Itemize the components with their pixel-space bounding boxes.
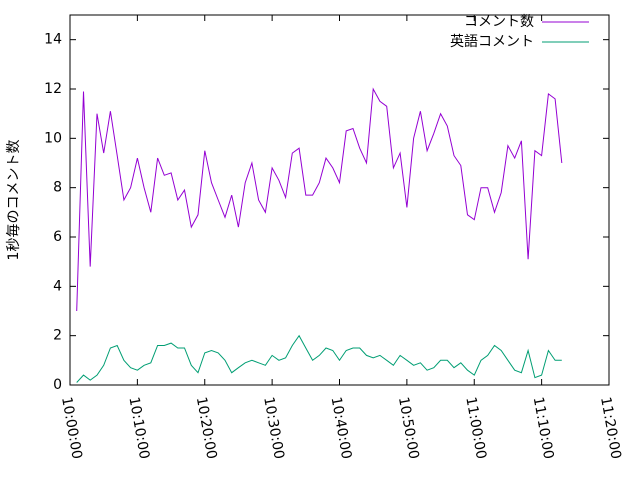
plot-frame	[69, 14, 610, 386]
x-tick-label: 11:10:00	[530, 396, 557, 461]
y-tick-label: 6	[53, 229, 62, 245]
y-tick-label: 8	[53, 180, 62, 196]
y-tick-label: 12	[44, 81, 62, 97]
x-tick-label: 10:10:00	[125, 396, 152, 461]
y-axis-label: 1秒毎のコメント数	[6, 140, 22, 261]
x-tick-label: 10:40:00	[328, 396, 355, 461]
y-tick-label: 14	[44, 32, 62, 48]
y-tick-label: 0	[53, 377, 62, 393]
x-tick-label: 11:00:00	[462, 396, 489, 461]
x-tick-label: 10:20:00	[193, 396, 220, 461]
y-tick-label: 10	[44, 130, 62, 146]
x-tick-label: 10:00:00	[58, 396, 85, 461]
y-tick-label: 2	[53, 328, 62, 344]
series-line	[76, 87, 563, 312]
legend-label: コメント数	[464, 14, 534, 30]
x-tick-label: 11:20:00	[597, 396, 624, 461]
legend-label: 英語コメント	[450, 33, 534, 50]
x-tick-label: 10:30:00	[260, 396, 287, 461]
y-tick-label: 4	[53, 278, 62, 294]
x-tick-label: 10:50:00	[395, 396, 422, 461]
series-line	[76, 334, 562, 383]
